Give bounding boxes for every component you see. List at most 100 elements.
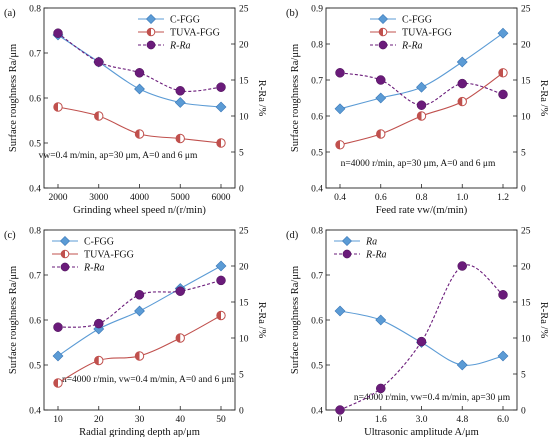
data-point bbox=[134, 129, 145, 139]
panel-label: (d) bbox=[286, 230, 299, 241]
chart-panel-1: 2000 3000 4000 5000 6000 0.4 0.5 0.6 0.7 0.8 0 5 10 1… bbox=[4, 5, 267, 217]
data-point bbox=[416, 111, 427, 121]
x-tick-label: 2000 bbox=[49, 193, 68, 203]
y-tick-label: 0.5 bbox=[29, 140, 41, 150]
y2-tick-label: 15 bbox=[521, 299, 531, 309]
data-point bbox=[94, 318, 104, 329]
x-tick-label: 6000 bbox=[212, 193, 231, 203]
marker-fill bbox=[61, 250, 65, 258]
y-tick-label: 0.4 bbox=[311, 407, 323, 417]
data-point bbox=[456, 56, 468, 68]
marker-fill bbox=[53, 378, 58, 388]
data-point bbox=[134, 351, 145, 361]
data-point bbox=[456, 359, 468, 371]
y2-tick-label: 0 bbox=[521, 185, 526, 195]
x-axis-label: Grinding wheel speed n/(r/min) bbox=[73, 205, 206, 216]
y2-tick-label: 5 bbox=[521, 371, 526, 381]
series-r-ra bbox=[335, 261, 508, 415]
x-tick-label: 1.0 bbox=[456, 193, 468, 203]
y-tick-label: 0.8 bbox=[311, 227, 323, 237]
series-line bbox=[57, 279, 222, 328]
y2-tick-label: 20 bbox=[239, 263, 249, 273]
marker-fill bbox=[216, 138, 221, 148]
data-point bbox=[216, 138, 226, 148]
legend-label: R-Ra bbox=[83, 263, 105, 274]
x-tick-label: 5000 bbox=[171, 193, 190, 203]
y-tick-label: 0.9 bbox=[311, 5, 323, 15]
legend-marker bbox=[342, 249, 352, 259]
y-axis-label: Surface roughness Ra/μm bbox=[290, 266, 301, 374]
y2-tick-label: 25 bbox=[239, 5, 249, 15]
data-point bbox=[53, 102, 63, 112]
chart-panel-4: 0 1.6 3.0 4.8 6.0 0.4 0.5 0.6 0.7 0.8 0 5 10 15 20 25 Ul… bbox=[286, 227, 549, 437]
marker-fill bbox=[379, 28, 383, 36]
y-tick-label: 0.8 bbox=[311, 41, 323, 51]
condition-text: n=4000 r/min, ap=30 μm, A=0 and 6 μm bbox=[341, 159, 496, 169]
data-point bbox=[216, 82, 226, 92]
panel-label: (a) bbox=[4, 8, 16, 19]
y2-tick-label: 5 bbox=[239, 371, 244, 381]
y2-tick-label: 10 bbox=[521, 113, 531, 123]
y2-tick-label: 25 bbox=[521, 227, 531, 237]
marker-fill bbox=[176, 134, 181, 143]
data-point bbox=[335, 68, 345, 78]
marker-fill bbox=[216, 311, 221, 320]
condition-text: vw=0.4 m/min, ap=30 μm, A=0 and 6 μm bbox=[39, 151, 198, 161]
legend-marker bbox=[377, 13, 389, 25]
marker-fill bbox=[417, 111, 422, 121]
x-tick-label: 6.0 bbox=[497, 415, 509, 425]
series-c-fgg bbox=[334, 27, 509, 115]
y2-tick-label: 0 bbox=[239, 185, 244, 195]
x-axis-label: Ultrasonic amplitude A/μm bbox=[364, 427, 479, 437]
legend-label: TUVA-FGG bbox=[84, 250, 134, 261]
data-point bbox=[174, 97, 186, 108]
legend-label: R-Ra bbox=[401, 41, 423, 52]
y-axis-label: Surface roughness Ra/μm bbox=[8, 44, 19, 152]
y-tick-label: 0.4 bbox=[29, 185, 41, 195]
marker-fill bbox=[376, 129, 381, 139]
series-line bbox=[339, 264, 504, 411]
data-point bbox=[175, 86, 185, 96]
legend-marker bbox=[60, 249, 70, 259]
data-point bbox=[53, 322, 63, 332]
panel-label: (c) bbox=[4, 230, 16, 241]
y2-axis-label: R-Ra /% bbox=[256, 80, 267, 117]
legend-marker bbox=[59, 235, 71, 247]
y-tick-label: 0.7 bbox=[29, 272, 41, 282]
y2-tick-label: 25 bbox=[239, 227, 249, 237]
marker-fill bbox=[53, 102, 58, 112]
y2-axis-label: R-Ra /% bbox=[538, 302, 549, 339]
y2-axis-label: R-Ra /% bbox=[256, 302, 267, 339]
y2-tick-label: 0 bbox=[239, 407, 244, 417]
x-tick-label: 0.4 bbox=[334, 193, 346, 203]
legend-label: C-FGG bbox=[402, 15, 432, 26]
marker-fill bbox=[135, 351, 140, 361]
y2-tick-label: 25 bbox=[521, 5, 531, 15]
legend-marker bbox=[378, 27, 388, 37]
legend-label: R-Ra bbox=[365, 250, 387, 261]
y-tick-label: 0.5 bbox=[311, 149, 323, 159]
y-tick-label: 0.6 bbox=[311, 113, 323, 123]
y2-tick-label: 10 bbox=[239, 335, 249, 345]
legend-marker bbox=[60, 262, 70, 272]
y-tick-label: 0.7 bbox=[311, 77, 323, 87]
data-point bbox=[175, 333, 185, 343]
legend-marker bbox=[145, 13, 157, 25]
data-point bbox=[335, 405, 345, 415]
series-tuva-fgg bbox=[53, 102, 226, 148]
y-tick-label: 0.5 bbox=[29, 362, 41, 372]
condition-text: n=4000 r/min, vw=0.4 m/min, ap=30 μm bbox=[354, 393, 511, 403]
x-tick-label: 50 bbox=[216, 415, 226, 425]
y2-tick-label: 15 bbox=[521, 77, 531, 87]
data-point bbox=[94, 355, 104, 366]
y2-tick-label: 0 bbox=[521, 407, 526, 417]
data-point bbox=[375, 314, 387, 326]
y2-tick-label: 10 bbox=[521, 335, 531, 345]
data-point bbox=[498, 68, 508, 78]
data-point bbox=[94, 57, 104, 67]
marker-fill bbox=[94, 356, 99, 365]
y-axis-label: Surface roughness Ra/μm bbox=[290, 44, 301, 152]
x-tick-label: 20 bbox=[94, 415, 104, 425]
series-c-fgg bbox=[52, 260, 227, 362]
data-point bbox=[335, 140, 345, 150]
